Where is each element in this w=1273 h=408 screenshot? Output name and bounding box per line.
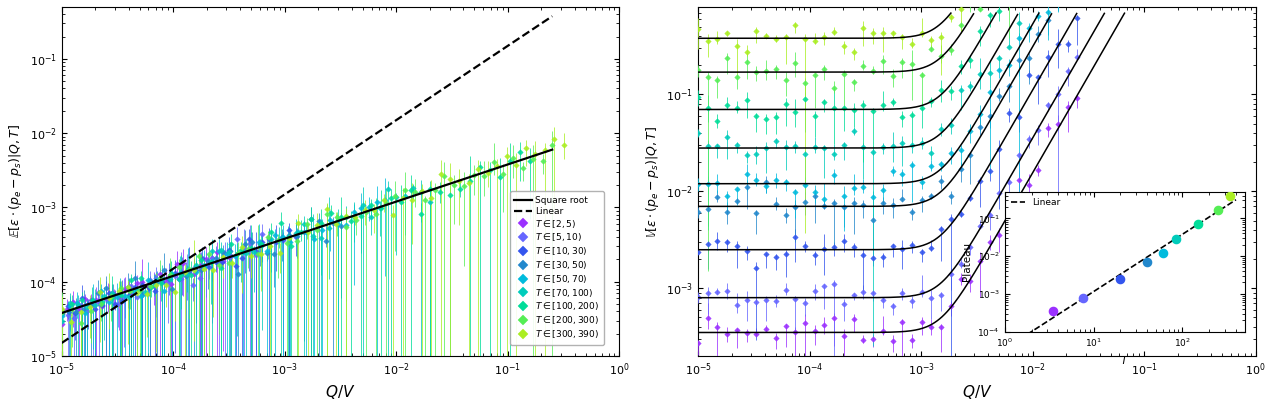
Y-axis label: $\mathbb{E}[\epsilon \cdot (p_e - p_s)|Q, T]$: $\mathbb{E}[\epsilon \cdot (p_e - p_s)|Q… [6, 124, 24, 239]
X-axis label: $Q/V$: $Q/V$ [326, 383, 355, 401]
Legend: Square root, Linear, $T \in [2, 5)$, $T \in [5, 10)$, $T \in [10, 30)$, $T \in [: Square root, Linear, $T \in [2, 5)$, $T … [510, 191, 603, 344]
Y-axis label: $\mathbb{V}[\epsilon \cdot (p_e - p_s)|Q, T]$: $\mathbb{V}[\epsilon \cdot (p_e - p_s)|Q… [644, 125, 661, 237]
X-axis label: $Q/V$: $Q/V$ [961, 383, 992, 401]
